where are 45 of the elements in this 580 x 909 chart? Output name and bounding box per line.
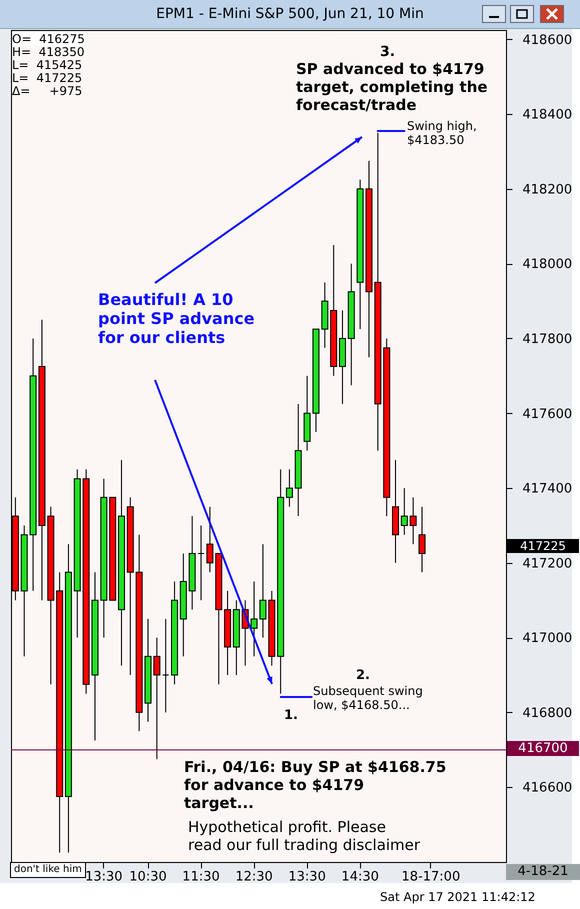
annotation: SP advanced to $4179 target, completing the forecast/trade	[296, 60, 488, 114]
annotation: Δ= +975	[12, 84, 82, 98]
y-tick-label: 416600	[522, 780, 572, 796]
ref-line-label: 416700	[507, 740, 579, 756]
annotation: 3.	[380, 44, 396, 61]
candlestick	[259, 544, 266, 638]
annotation: Swing high, $4183.50	[407, 119, 477, 148]
y-tick-label: 417400	[522, 482, 572, 497]
annotation: 1.	[284, 708, 298, 724]
y-tick-label: 418400	[522, 108, 572, 123]
candlestick	[250, 581, 258, 657]
text: 4-18-21	[506, 864, 580, 880]
chart-title: EPM1 - E-Mini S&P 500, Jun 21, 10 Min	[155, 6, 425, 22]
annotation: Beautiful! A 10 point SP advance for our clients	[98, 290, 255, 348]
candlestick	[198, 524, 205, 601]
annotation: 2.	[356, 668, 370, 684]
annotation: Fri., 04/16: Buy SP at $4168.75 for advance to $4179 target...	[184, 758, 446, 812]
x-tick-label: 12:30	[235, 870, 273, 884]
x-tick-label: 13:30	[85, 870, 123, 884]
y-tick-label: 417000	[522, 631, 572, 646]
x-tick-label: 18-17:00	[402, 870, 460, 884]
candlestick	[286, 468, 293, 508]
annotation: L= 417225	[12, 71, 82, 86]
annotation: Hypothetical profit. Please read our full trading disclaimer	[188, 818, 420, 854]
annotation: L= 415425	[12, 58, 82, 72]
y-tick-label: 417800	[522, 332, 572, 347]
text: don't like him	[10, 862, 86, 878]
y-tick-label: 418000	[522, 257, 572, 272]
x-tick-label: 10:30	[129, 870, 167, 884]
x-tick-label: 13:30	[288, 870, 326, 884]
candlestick	[162, 618, 170, 713]
text: 417225	[507, 539, 579, 554]
y-tick-label: 417600	[522, 406, 572, 422]
y-tick-label: 418600	[522, 32, 572, 48]
x-tick-label: 11:30	[182, 870, 220, 884]
annotation: O= 416275	[12, 32, 85, 46]
annotation: H= 418350	[12, 45, 85, 60]
y-tick-label: 417200	[522, 556, 572, 572]
x-tick-label: 14:30	[341, 870, 379, 884]
annotation: Subsequent swing low, $4168.50...	[313, 684, 423, 713]
candlestick	[418, 506, 426, 573]
candlestick	[153, 637, 160, 760]
y-tick-label: 418200	[522, 182, 572, 198]
text: Sat Apr 17 2021 11:42:12	[380, 890, 536, 904]
y-tick-label: 416800	[522, 706, 572, 721]
